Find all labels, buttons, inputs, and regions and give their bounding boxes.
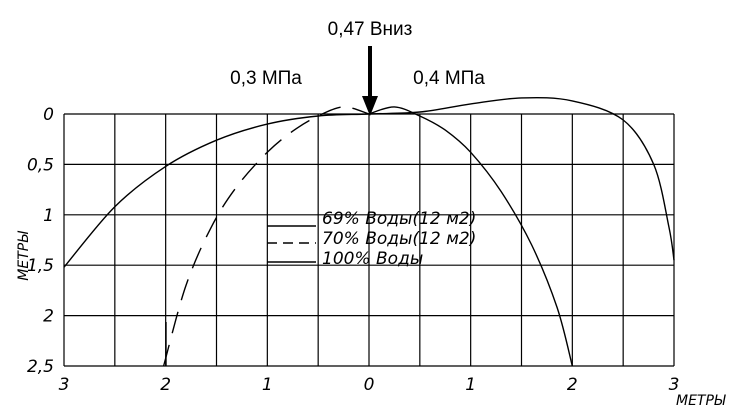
legend: 69% Воды(12 м2) 70% Воды(12 м2) 100% Вод… (267, 209, 476, 269)
x-tick-label: 0 (364, 375, 375, 395)
legend-label-2: 70% Воды(12 м2) (322, 229, 476, 249)
x-tick-label: 3 (59, 375, 70, 395)
series-layer (63, 96, 675, 367)
load-annotation: 0,47 Вниз (328, 19, 413, 40)
x-axis-title: МЕТРЫ (676, 393, 726, 409)
x-tick-label: 2 (160, 375, 171, 395)
y-tick-label: 0,5 (27, 155, 54, 175)
y-tick-label: 1 (43, 206, 54, 226)
y-tick-label: 0 (43, 105, 54, 125)
x-tick-labels: 3 2 1 0 1 2 3 (59, 375, 680, 395)
y-tick-label: 2 (43, 307, 54, 327)
legend-label-3: 100% Воды (322, 249, 423, 269)
series-line-1 (63, 96, 675, 268)
x-tick-label: 1 (262, 375, 273, 395)
x-tick-label: 2 (567, 375, 578, 395)
load-arrow-shaft (368, 46, 372, 100)
right-pressure-annotation: 0,4 МПа (413, 68, 485, 89)
series-line-2 (162, 106, 370, 367)
load-arrow (362, 46, 378, 116)
x-tick-label: 1 (465, 375, 476, 395)
y-tick-label: 1,5 (27, 256, 54, 276)
series-line-3 (368, 106, 573, 367)
y-axis-title: МЕТРЫ (16, 231, 32, 281)
y-tick-label: 2,5 (27, 357, 54, 377)
load-arrow-head (362, 96, 378, 116)
legend-label-1: 69% Воды(12 м2) (322, 209, 476, 229)
y-tick-labels: 0 0,5 1 1,5 2 2,5 (27, 105, 54, 377)
x-tick-label: 3 (669, 375, 680, 395)
left-pressure-annotation: 0,3 МПа (230, 68, 302, 89)
